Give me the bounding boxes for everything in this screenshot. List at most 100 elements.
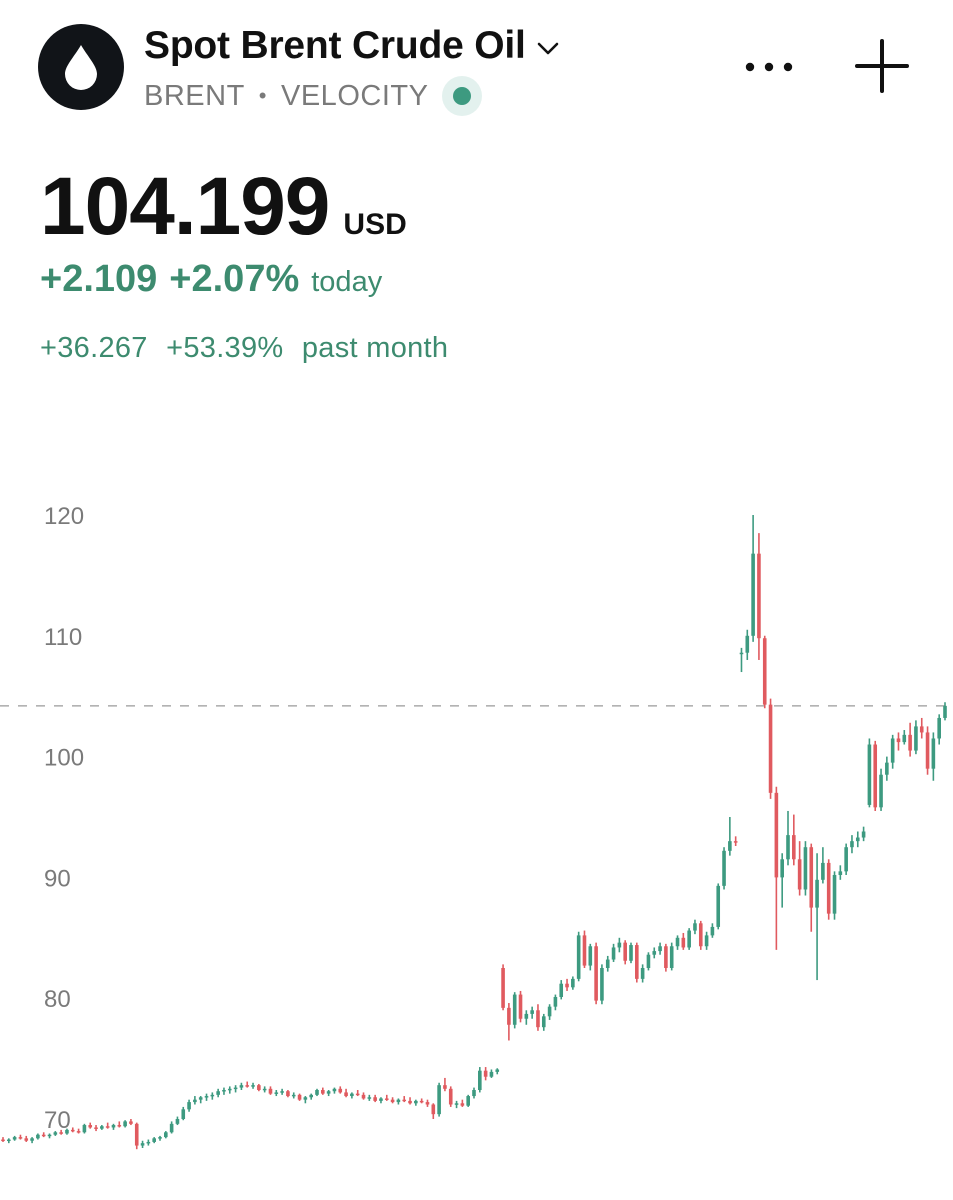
- candle[interactable]: [321, 1087, 325, 1095]
- candle[interactable]: [7, 1138, 11, 1144]
- candle[interactable]: [623, 940, 627, 965]
- candle[interactable]: [652, 947, 657, 959]
- candle[interactable]: [187, 1099, 191, 1112]
- candle[interactable]: [710, 923, 715, 938]
- candle[interactable]: [664, 943, 668, 972]
- candle[interactable]: [88, 1122, 93, 1129]
- candle[interactable]: [384, 1094, 389, 1101]
- candle[interactable]: [733, 836, 738, 846]
- candle[interactable]: [745, 629, 750, 660]
- candle[interactable]: [617, 937, 622, 953]
- candle[interactable]: [832, 871, 837, 920]
- candle[interactable]: [326, 1090, 331, 1097]
- candle[interactable]: [164, 1131, 168, 1139]
- candle[interactable]: [716, 883, 721, 930]
- candle[interactable]: [1, 1137, 5, 1142]
- candle[interactable]: [815, 853, 819, 981]
- candle[interactable]: [181, 1106, 186, 1121]
- candle[interactable]: [803, 841, 808, 896]
- candle[interactable]: [646, 952, 651, 971]
- candle[interactable]: [826, 859, 831, 920]
- candle[interactable]: [158, 1135, 162, 1141]
- candle[interactable]: [443, 1077, 447, 1092]
- candle[interactable]: [600, 964, 604, 1005]
- candle[interactable]: [466, 1094, 470, 1107]
- candle[interactable]: [530, 1006, 534, 1019]
- candle[interactable]: [123, 1120, 127, 1128]
- candle[interactable]: [681, 932, 686, 950]
- candle[interactable]: [879, 768, 883, 811]
- candle[interactable]: [797, 841, 802, 896]
- candle[interactable]: [489, 1069, 494, 1078]
- candle[interactable]: [675, 935, 680, 950]
- candle[interactable]: [262, 1086, 267, 1093]
- candle[interactable]: [350, 1092, 354, 1099]
- candle[interactable]: [448, 1086, 453, 1107]
- candle[interactable]: [204, 1093, 209, 1101]
- candle[interactable]: [629, 942, 633, 964]
- candle[interactable]: [768, 698, 773, 799]
- candle[interactable]: [739, 647, 744, 673]
- candle[interactable]: [640, 964, 645, 983]
- candle[interactable]: [36, 1133, 40, 1140]
- candle[interactable]: [553, 994, 558, 1011]
- candle[interactable]: [547, 1004, 552, 1020]
- candle[interactable]: [576, 931, 581, 982]
- candle[interactable]: [896, 732, 901, 751]
- candle[interactable]: [396, 1098, 401, 1105]
- candle[interactable]: [541, 1013, 546, 1031]
- candle[interactable]: [257, 1083, 261, 1092]
- candle[interactable]: [518, 990, 523, 1023]
- candle[interactable]: [222, 1087, 226, 1095]
- candle[interactable]: [594, 942, 598, 1005]
- candle[interactable]: [140, 1140, 145, 1148]
- candle[interactable]: [658, 942, 662, 955]
- candle[interactable]: [483, 1067, 488, 1081]
- candle[interactable]: [914, 720, 918, 755]
- candle[interactable]: [925, 726, 930, 775]
- candle[interactable]: [704, 931, 709, 950]
- candle[interactable]: [24, 1135, 29, 1142]
- candle[interactable]: [507, 1003, 511, 1041]
- candle[interactable]: [571, 976, 575, 990]
- candle[interactable]: [635, 942, 639, 983]
- candle[interactable]: [41, 1132, 46, 1138]
- candle[interactable]: [210, 1092, 215, 1100]
- candle[interactable]: [838, 865, 843, 880]
- more-options-button[interactable]: [740, 52, 798, 82]
- candle[interactable]: [460, 1099, 465, 1107]
- asset-selector[interactable]: Spot Brent Crude Oil: [144, 24, 560, 68]
- candle[interactable]: [193, 1096, 197, 1105]
- candle[interactable]: [821, 847, 825, 884]
- candle[interactable]: [355, 1090, 360, 1097]
- candle[interactable]: [18, 1134, 23, 1140]
- candle[interactable]: [414, 1099, 418, 1106]
- candle[interactable]: [728, 817, 732, 856]
- candle[interactable]: [565, 978, 569, 991]
- candle[interactable]: [582, 930, 587, 968]
- candle[interactable]: [245, 1081, 250, 1088]
- candle[interactable]: [408, 1097, 412, 1105]
- candle[interactable]: [693, 919, 697, 935]
- candle[interactable]: [774, 786, 779, 950]
- candle[interactable]: [152, 1137, 156, 1144]
- candle[interactable]: [30, 1137, 34, 1144]
- candle[interactable]: [134, 1122, 139, 1150]
- candle[interactable]: [198, 1096, 203, 1104]
- candle[interactable]: [931, 732, 936, 781]
- candle[interactable]: [472, 1087, 476, 1099]
- candle[interactable]: [786, 810, 790, 866]
- candle[interactable]: [280, 1088, 284, 1095]
- candle[interactable]: [559, 980, 564, 1000]
- candle[interactable]: [65, 1128, 69, 1135]
- candle[interactable]: [47, 1133, 52, 1139]
- candle[interactable]: [12, 1135, 17, 1141]
- candle[interactable]: [850, 835, 854, 854]
- candle[interactable]: [867, 738, 872, 808]
- candle[interactable]: [94, 1125, 98, 1132]
- candle[interactable]: [402, 1096, 407, 1103]
- add-to-watchlist-button[interactable]: [852, 36, 912, 96]
- candle[interactable]: [495, 1068, 500, 1075]
- candle[interactable]: [216, 1088, 220, 1098]
